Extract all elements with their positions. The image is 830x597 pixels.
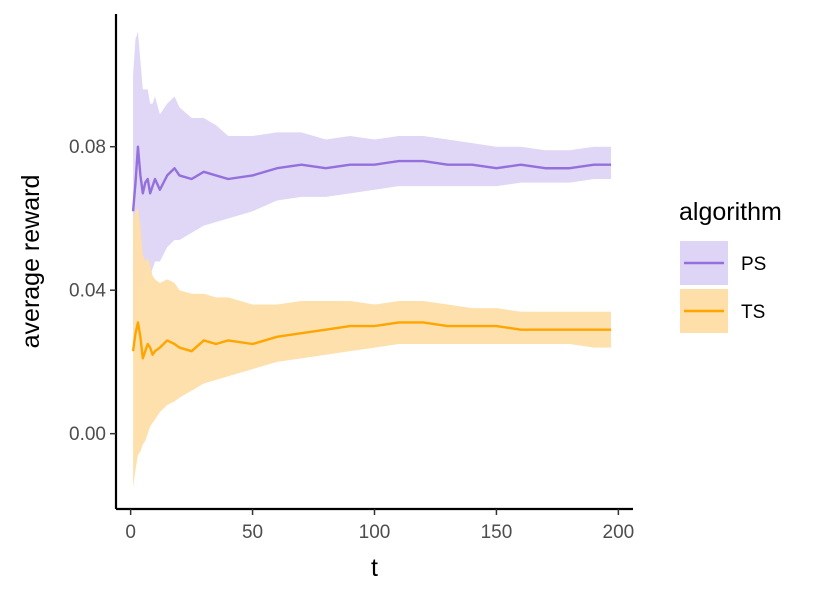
line-ts: [131, 321, 612, 360]
x-ticks: 0 50 100 150 200: [125, 509, 634, 543]
y-ticks: 0.00 0.04 0.08: [69, 137, 116, 445]
legend-label-ts: TS: [741, 302, 765, 323]
x-tick-label: 0: [125, 522, 136, 543]
legend-items: PS TS: [680, 241, 766, 333]
mean-lines: [131, 145, 612, 360]
y-axis-title: average reward: [17, 175, 45, 349]
y-tick-label: 0.08: [69, 137, 106, 158]
x-axis-title: t: [371, 554, 378, 582]
confidence-bands: [133, 31, 612, 488]
band-ts: [133, 207, 612, 488]
x-tick-label: 150: [481, 522, 513, 543]
legend: algorithm PS TS: [679, 198, 782, 333]
x-tick-label: 50: [242, 522, 263, 543]
axes: [114, 14, 633, 511]
line-ps: [131, 145, 612, 212]
band-ps: [133, 31, 612, 344]
y-tick-label: 0.00: [69, 424, 106, 445]
x-tick-label: 100: [359, 522, 391, 543]
legend-title: algorithm: [679, 198, 782, 226]
legend-label-ps: PS: [741, 254, 766, 275]
x-tick-label: 200: [603, 522, 635, 543]
y-tick-label: 0.04: [69, 281, 106, 302]
